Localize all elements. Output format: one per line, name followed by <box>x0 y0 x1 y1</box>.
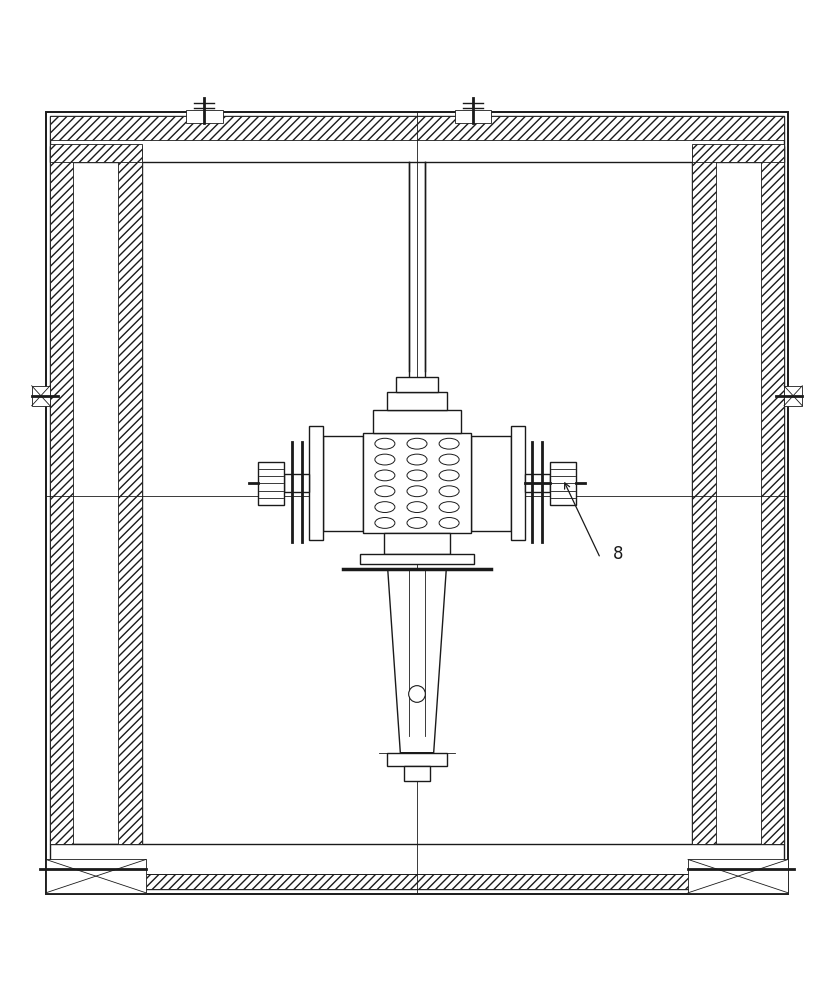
Bar <box>363 433 471 533</box>
Bar <box>525 474 550 492</box>
Bar <box>50 144 142 162</box>
Bar <box>455 110 491 123</box>
Bar <box>387 392 447 410</box>
Bar <box>692 146 716 844</box>
Ellipse shape <box>375 454 395 465</box>
Bar <box>46 859 146 893</box>
Bar <box>50 146 73 844</box>
Text: 8: 8 <box>613 545 624 563</box>
Ellipse shape <box>375 502 395 513</box>
Ellipse shape <box>407 438 427 449</box>
Circle shape <box>409 686 425 702</box>
Bar <box>309 426 323 540</box>
Bar <box>688 859 788 893</box>
Bar <box>692 144 784 162</box>
Bar <box>50 146 142 844</box>
Bar <box>50 874 784 889</box>
Ellipse shape <box>375 486 395 497</box>
Ellipse shape <box>407 486 427 497</box>
Bar <box>761 146 784 844</box>
Bar <box>471 436 511 531</box>
Bar <box>323 436 363 531</box>
Bar <box>511 426 525 540</box>
Bar <box>360 554 474 564</box>
Ellipse shape <box>407 470 427 481</box>
Bar <box>284 474 309 492</box>
Ellipse shape <box>375 438 395 449</box>
Bar <box>53 119 781 887</box>
Ellipse shape <box>439 470 459 481</box>
Polygon shape <box>388 569 446 753</box>
Ellipse shape <box>439 518 459 528</box>
Ellipse shape <box>439 502 459 513</box>
Bar <box>50 116 784 140</box>
Bar <box>46 112 788 894</box>
Bar <box>384 533 450 554</box>
Ellipse shape <box>407 454 427 465</box>
Ellipse shape <box>439 438 459 449</box>
Bar <box>396 377 438 392</box>
Bar <box>387 753 447 766</box>
Bar <box>118 146 142 844</box>
Bar <box>186 110 223 123</box>
Ellipse shape <box>407 502 427 513</box>
Ellipse shape <box>407 518 427 528</box>
Ellipse shape <box>375 470 395 481</box>
Bar <box>373 410 461 433</box>
Bar <box>692 146 784 844</box>
Bar <box>258 462 284 505</box>
Ellipse shape <box>439 486 459 497</box>
Ellipse shape <box>375 518 395 528</box>
Bar <box>32 386 50 406</box>
Bar <box>550 462 576 505</box>
Ellipse shape <box>439 454 459 465</box>
Bar <box>404 766 430 781</box>
Bar <box>784 386 802 406</box>
Bar <box>50 844 784 889</box>
Bar <box>50 116 784 162</box>
